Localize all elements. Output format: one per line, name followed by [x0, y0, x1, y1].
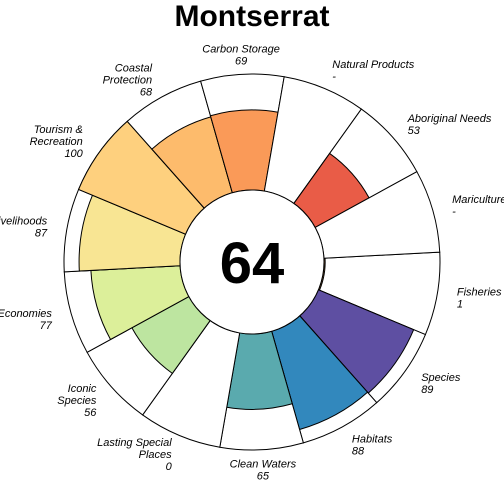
label-text-coastal-protection: Coastal: [115, 63, 153, 75]
label-text-tourism-recreation: Tourism &: [34, 124, 83, 136]
label-economies: Economies 77: [0, 308, 53, 332]
label-natural-products: Natural Products -: [332, 59, 414, 83]
label-carbon-storage: Carbon Storage 69: [202, 43, 280, 67]
label-value-mariculture: -: [452, 206, 456, 218]
label-value-carbon-storage: 69: [235, 55, 247, 67]
label-text-iconic-species: Species: [57, 395, 97, 407]
label-lasting-special-places: Lasting Special Places 0: [97, 437, 172, 473]
label-text-lasting-special-places: Places: [139, 449, 173, 461]
label-text-tourism-recreation: Recreation: [30, 136, 83, 148]
label-value-habitats: 88: [352, 445, 365, 457]
label-text-mariculture: Mariculture: [452, 194, 504, 206]
label-tourism-recreation: Tourism & Recreation 100: [30, 124, 84, 160]
label-value-lasting-special-places: 0: [166, 461, 173, 473]
label-text-livelihoods: Livelihoods: [0, 215, 48, 227]
label-aboriginal-needs: Aboriginal Needs 53: [407, 113, 492, 137]
label-text-lasting-special-places: Lasting Special: [97, 437, 172, 449]
label-clean-waters: Clean Waters 65: [230, 459, 297, 483]
label-value-species: 89: [421, 384, 433, 396]
center-circle: [179, 189, 325, 335]
label-value-coastal-protection: 68: [140, 87, 153, 99]
label-value-livelihoods: 87: [35, 227, 48, 239]
chart-title: Montserrat: [174, 0, 329, 33]
label-fisheries: Fisheries 1: [457, 287, 502, 311]
label-text-species: Species: [421, 372, 461, 384]
wedges: [63, 73, 441, 451]
label-text-iconic-species: Iconic: [68, 383, 97, 395]
label-value-fisheries: 1: [457, 299, 463, 311]
label-value-tourism-recreation: 100: [64, 148, 83, 160]
label-habitats: Habitats 88: [352, 433, 393, 457]
label-text-economies: Economies: [0, 308, 52, 320]
label-value-natural-products: -: [332, 71, 336, 83]
label-text-clean-waters: Clean Waters: [230, 459, 297, 471]
label-species: Species 89: [421, 372, 461, 396]
center-score: 64: [220, 231, 285, 296]
label-value-economies: 77: [40, 320, 53, 332]
label-value-clean-waters: 65: [257, 471, 270, 483]
label-text-coastal-protection: Protection: [103, 75, 153, 87]
label-text-fisheries: Fisheries: [457, 287, 502, 299]
label-text-habitats: Habitats: [352, 433, 393, 445]
label-livelihoods: Livelihoods87: [0, 215, 48, 239]
label-value-iconic-species: 56: [84, 407, 97, 419]
label-mariculture: Mariculture -: [452, 194, 504, 218]
label-text-aboriginal-needs: Aboriginal Needs: [407, 113, 492, 125]
label-value-aboriginal-needs: 53: [408, 125, 421, 137]
label-iconic-species: Iconic Species 56: [57, 383, 97, 419]
label-text-carbon-storage: Carbon Storage: [202, 43, 280, 55]
label-text-natural-products: Natural Products: [332, 59, 414, 71]
label-coastal-protection: Coastal Protection 68: [103, 63, 153, 99]
